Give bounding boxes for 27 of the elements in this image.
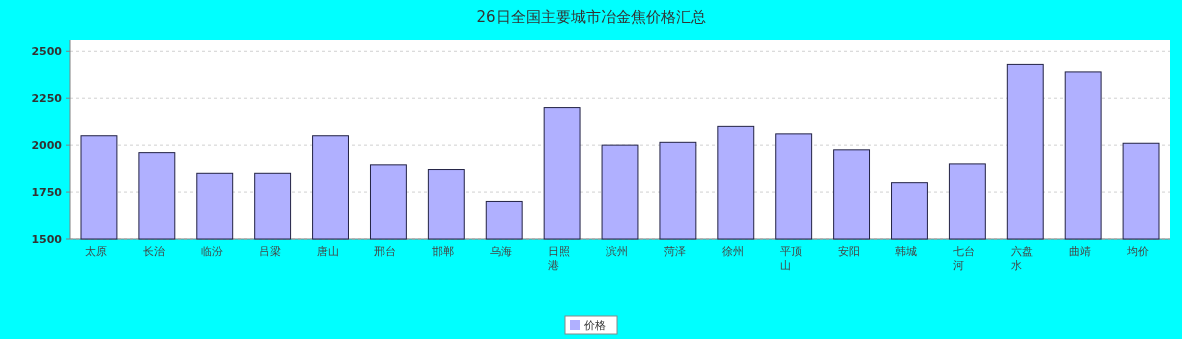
x-tick-label: 吕梁 [258,245,281,258]
y-tick-label: 2250 [31,92,63,106]
x-tick-label: 菏泽 [663,245,686,258]
x-tick-label: 六盘水 [1011,245,1034,272]
x-tick-label: 均价 [1126,245,1150,258]
x-tick-label: 长治 [142,245,165,258]
y-tick-label: 2500 [31,45,63,59]
x-tick-label: 七台河 [953,245,976,272]
y-tick-label: 1750 [31,186,63,200]
x-tick-label: 邢台 [374,245,397,258]
x-tick-label: 韩城 [895,245,918,258]
x-tick-label: 安阳 [837,245,860,258]
x-tick-label: 乌海 [490,245,513,258]
y-tick-label: 1500 [31,233,63,246]
x-tick-label: 滨州 [606,245,628,258]
x-tick-label: 日照港 [548,245,571,272]
legend-label: 价格 [583,319,606,332]
x-tick-label: 徐州 [721,245,744,258]
x-tick-label: 临汾 [200,245,223,258]
x-tick-label: 太原 [84,245,107,258]
legend: 价格 [564,315,618,335]
x-tick-label: 邯郸 [432,245,455,258]
x-tick-label: 平顶山 [779,245,802,272]
chart-title: 26日全国主要城市冶金焦价格汇总 [476,8,706,26]
x-tick-label: 唐山 [316,245,339,258]
x-tick-label: 曲靖 [1069,245,1092,258]
y-tick-label: 2000 [31,139,63,153]
